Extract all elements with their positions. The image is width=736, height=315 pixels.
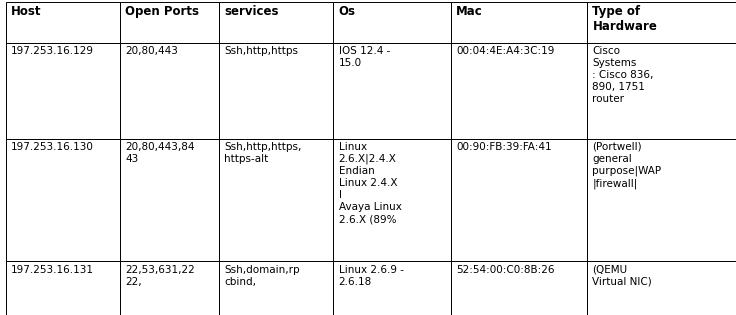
Bar bbox=[219, 2, 333, 43]
Text: 52:54:00:C0:8B:26: 52:54:00:C0:8B:26 bbox=[456, 265, 555, 275]
Bar bbox=[120, 43, 219, 139]
Bar bbox=[451, 139, 587, 261]
Text: 22,53,631,22
22,: 22,53,631,22 22, bbox=[125, 265, 195, 287]
Text: Ssh,http,https: Ssh,http,https bbox=[224, 46, 299, 56]
Text: Linux 2.6.9 -
2.6.18: Linux 2.6.9 - 2.6.18 bbox=[339, 265, 403, 287]
Text: 20,80,443,84
43: 20,80,443,84 43 bbox=[125, 142, 194, 164]
Text: 197.253.16.131: 197.253.16.131 bbox=[11, 265, 94, 275]
Bar bbox=[333, 139, 451, 261]
Text: Cisco
Systems
: Cisco 836,
890, 1751
router: Cisco Systems : Cisco 836, 890, 1751 rou… bbox=[592, 46, 654, 104]
Bar bbox=[120, 139, 219, 261]
Text: Open Ports: Open Ports bbox=[125, 5, 199, 18]
Text: Mac: Mac bbox=[456, 5, 483, 18]
Bar bbox=[120, 261, 219, 315]
Text: 00:90:FB:39:FA:41: 00:90:FB:39:FA:41 bbox=[456, 142, 552, 152]
Bar bbox=[451, 43, 587, 139]
Bar bbox=[451, 261, 587, 315]
Bar bbox=[219, 261, 333, 315]
Bar bbox=[333, 261, 451, 315]
Bar bbox=[333, 2, 451, 43]
Text: 197.253.16.130: 197.253.16.130 bbox=[11, 142, 94, 152]
Bar bbox=[120, 2, 219, 43]
Bar bbox=[6, 139, 120, 261]
Text: Linux
2.6.X|2.4.X
Endian
Linux 2.4.X
l
Avaya Linux
2.6.X (89%: Linux 2.6.X|2.4.X Endian Linux 2.4.X l A… bbox=[339, 142, 401, 224]
Text: Ssh,http,https,
https-alt: Ssh,http,https, https-alt bbox=[224, 142, 302, 164]
Bar bbox=[587, 139, 736, 261]
Text: Type of
Hardware: Type of Hardware bbox=[592, 5, 657, 33]
Text: 197.253.16.129: 197.253.16.129 bbox=[11, 46, 94, 56]
Text: Os: Os bbox=[339, 5, 355, 18]
Bar bbox=[451, 2, 587, 43]
Bar bbox=[6, 2, 120, 43]
Bar bbox=[219, 43, 333, 139]
Bar bbox=[587, 43, 736, 139]
Bar bbox=[219, 139, 333, 261]
Bar bbox=[6, 43, 120, 139]
Text: IOS 12.4 -
15.0: IOS 12.4 - 15.0 bbox=[339, 46, 390, 68]
Text: Ssh,domain,rp
cbind,: Ssh,domain,rp cbind, bbox=[224, 265, 300, 287]
Bar bbox=[6, 261, 120, 315]
Bar bbox=[587, 2, 736, 43]
Text: (QEMU
Virtual NIC): (QEMU Virtual NIC) bbox=[592, 265, 652, 287]
Text: (Portwell)
general
purpose|WAP
|firewall|: (Portwell) general purpose|WAP |firewall… bbox=[592, 142, 662, 189]
Text: services: services bbox=[224, 5, 279, 18]
Text: Host: Host bbox=[11, 5, 41, 18]
Text: 00:04:4E:A4:3C:19: 00:04:4E:A4:3C:19 bbox=[456, 46, 555, 56]
Bar bbox=[333, 43, 451, 139]
Text: 20,80,443: 20,80,443 bbox=[125, 46, 178, 56]
Bar bbox=[587, 261, 736, 315]
